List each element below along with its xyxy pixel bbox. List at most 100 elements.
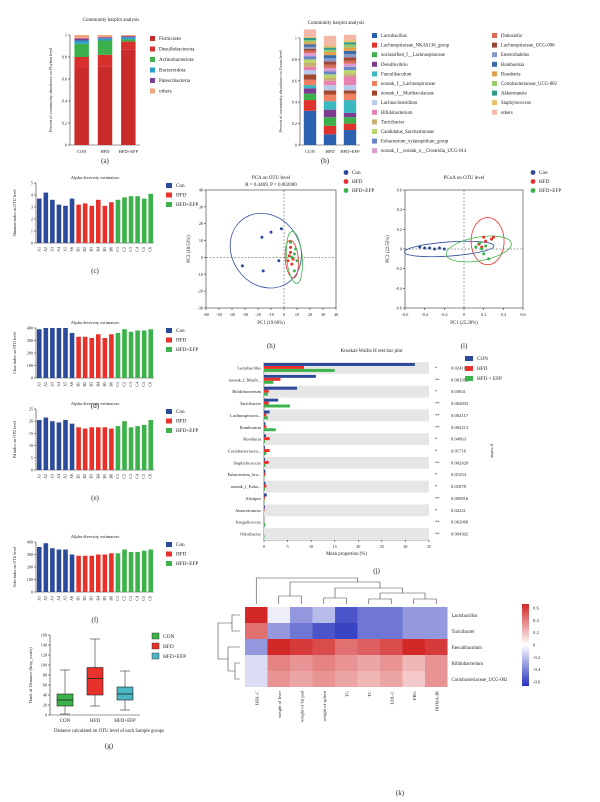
legend-swatch (166, 183, 172, 188)
legend-label: Lachnospiraceae_NK4A136_group (381, 44, 450, 49)
x-tick-label: B5 (102, 382, 107, 387)
bar (89, 555, 95, 592)
legend-swatch (166, 551, 172, 557)
data-point (289, 250, 292, 254)
bar (264, 389, 269, 393)
y-tick-label: 4 (31, 193, 34, 198)
bar (264, 505, 265, 509)
chart-title: Alpha diversity estimators (71, 175, 120, 180)
bar (264, 481, 266, 485)
bar-segment (343, 73, 357, 77)
y-axis-label: Sobs index on OTU level (12, 546, 17, 588)
y-tick-label: 0 (31, 468, 33, 473)
x-tick-label: B4 (95, 247, 100, 252)
data-point (480, 247, 484, 251)
legend-swatch (150, 78, 155, 83)
legend-swatch (492, 33, 497, 38)
significance-stars: ** (435, 425, 440, 430)
heatmap-cell (425, 639, 448, 655)
x-tick-label: A2 (43, 247, 48, 252)
x-tick-label: B3 (89, 474, 94, 479)
column-label: LDL-C (389, 691, 394, 705)
legend-marker (530, 188, 536, 193)
category-label: Alistipes (245, 496, 261, 501)
category-label: Staphylococcus (233, 460, 261, 465)
bar-segment (343, 44, 357, 48)
y-tick-label: 160 (41, 633, 47, 638)
y-tick-label: -10 (197, 272, 203, 277)
column-label: TG (344, 690, 349, 697)
x-tick-label: 20 (356, 544, 360, 549)
bar (122, 197, 127, 243)
bar (82, 428, 88, 470)
bar-segment (303, 42, 317, 45)
color-scale-bar (522, 604, 529, 686)
legend-label: Con (539, 170, 548, 176)
x-tick-label: C2 (122, 596, 127, 601)
bar (43, 417, 49, 470)
x-tick-label: B2 (82, 382, 87, 387)
bar (109, 202, 114, 243)
panel-d: Alpha diversity estimators 0 100 200 300 400 C… (12, 320, 198, 410)
y-tick-label: 0.8 (62, 55, 67, 60)
legend-swatch (166, 561, 172, 566)
column-dendrogram (334, 587, 403, 598)
significance-stars: * (435, 508, 438, 513)
row-dendrogram (231, 614, 240, 632)
x-tick-label: 15 (333, 544, 337, 549)
bar-segment (323, 94, 337, 102)
legend-label: Patescibacteria (159, 78, 191, 84)
y-tick-label: -0.6 (395, 306, 402, 311)
bar (36, 419, 42, 470)
legend-label: HFD (163, 644, 174, 650)
significance-stars: * (435, 365, 438, 370)
bar-segment (343, 60, 357, 64)
bar (264, 452, 267, 455)
bar-segment (303, 74, 317, 80)
heatmap-cell (335, 639, 358, 655)
legend-swatch (166, 328, 172, 333)
bar (264, 463, 266, 467)
x-tick-label: C1 (115, 382, 120, 387)
panel-label: (f) (92, 616, 100, 624)
significance-stars: ** (435, 496, 440, 501)
heatmap-cell (290, 671, 313, 687)
bar (69, 198, 75, 243)
legend-label: Romboutsia (501, 63, 525, 68)
y-tick-label: 10 (29, 443, 33, 448)
bar-segment (97, 66, 113, 145)
y-axis-label: Percent of community abundance on Phylum… (48, 47, 53, 132)
bar (102, 205, 108, 243)
column-label: weight of liver (277, 691, 282, 719)
legend-label: others (159, 89, 172, 95)
x-tick-label: C3 (128, 596, 133, 601)
row-band (264, 504, 429, 517)
heatmap-cell (425, 655, 448, 671)
heatmap-cell (245, 607, 268, 623)
data-point (487, 257, 491, 261)
legend-label: Faecalibaculum (381, 72, 412, 77)
legend-swatch (150, 57, 155, 62)
bar (102, 338, 108, 378)
x-tick-label: 30 (321, 312, 325, 317)
legend-swatch (372, 100, 377, 106)
panel-label: (c) (91, 267, 99, 275)
row-band (264, 433, 429, 446)
bar (128, 331, 134, 378)
bar-segment (343, 117, 357, 124)
bar-segment (343, 85, 357, 91)
legend-label: HFD+EFP (163, 654, 186, 660)
row-label: Turicibacter (452, 630, 476, 635)
x-tick-label: A2 (43, 474, 48, 479)
legend-swatch (372, 119, 377, 125)
panel-i: PCoA on OTU level -0.6 -0.4 -0.2 0 0.2 0.4 0.6 -… (386, 170, 561, 350)
legend-label: norank_f__Muribaculaceae (381, 92, 434, 97)
x-tick-label: C2 (122, 382, 127, 387)
chart-title: PCoA on OTU level (444, 176, 485, 181)
category-label: Coriobacteriacea... (228, 449, 261, 454)
bar (102, 427, 108, 470)
data-point (295, 259, 299, 263)
column-dendrogram (368, 598, 392, 604)
bar (264, 434, 266, 438)
bar-segment (303, 50, 317, 53)
